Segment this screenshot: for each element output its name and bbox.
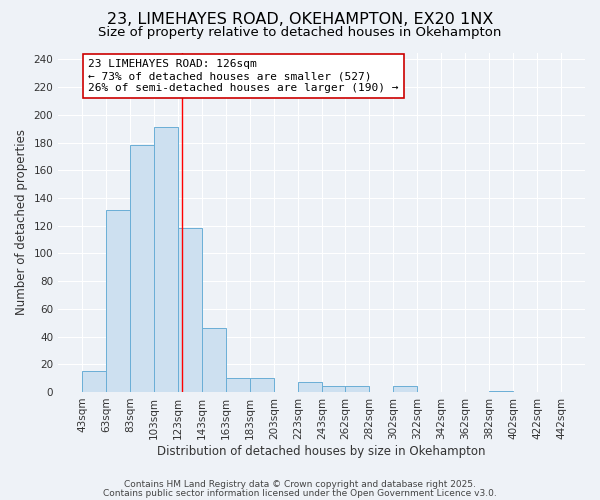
Bar (106, 210, 130, 392)
Text: 23, LIMEHAYES ROAD, OKEHAMPTON, EX20 1NX: 23, LIMEHAYES ROAD, OKEHAMPTON, EX20 1NX (107, 12, 493, 28)
Bar (298, 382, 322, 392)
Bar (82, 371, 106, 392)
Text: Size of property relative to detached houses in Okehampton: Size of property relative to detached ho… (98, 26, 502, 39)
Bar (322, 386, 345, 392)
Text: Contains public sector information licensed under the Open Government Licence v3: Contains public sector information licen… (103, 488, 497, 498)
Bar (226, 378, 250, 392)
Bar (154, 128, 178, 392)
Bar (489, 390, 513, 392)
Bar (345, 386, 369, 392)
Y-axis label: Number of detached properties: Number of detached properties (15, 129, 28, 315)
Text: 23 LIMEHAYES ROAD: 126sqm
← 73% of detached houses are smaller (527)
26% of semi: 23 LIMEHAYES ROAD: 126sqm ← 73% of detac… (88, 60, 398, 92)
Bar (202, 328, 226, 392)
Bar (130, 146, 154, 392)
Bar (178, 228, 202, 392)
Text: Contains HM Land Registry data © Crown copyright and database right 2025.: Contains HM Land Registry data © Crown c… (124, 480, 476, 489)
X-axis label: Distribution of detached houses by size in Okehampton: Distribution of detached houses by size … (157, 444, 486, 458)
Bar (250, 378, 274, 392)
Bar (393, 386, 417, 392)
